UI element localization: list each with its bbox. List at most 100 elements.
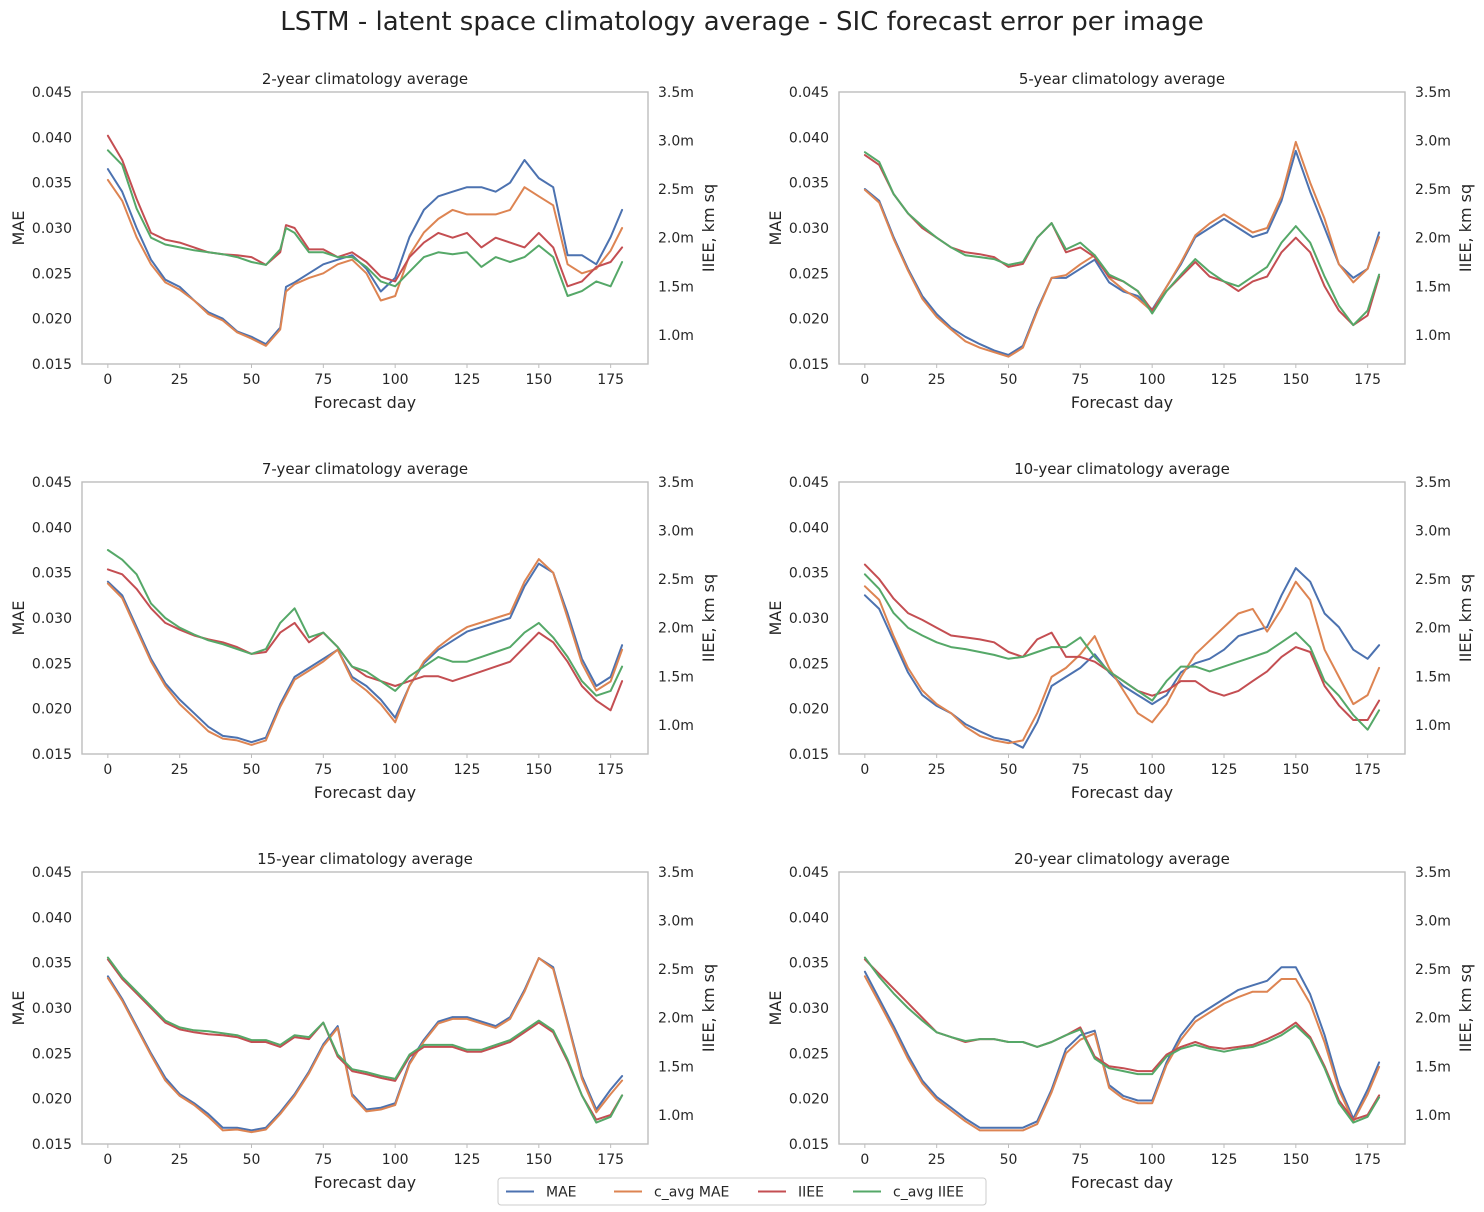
x-tick-label: 25: [171, 372, 189, 388]
y-tick-label: 0.040: [32, 130, 72, 146]
legend: MAE c_avg MAE IIEE c_avg IIEE: [497, 1177, 987, 1206]
y-tick-label: 0.035: [32, 956, 72, 972]
plot-frame: [81, 871, 649, 1145]
x-tick-label: 175: [597, 372, 624, 388]
x-tick-label: 100: [382, 1152, 409, 1168]
y-tick-label: 0.015: [789, 747, 829, 763]
subplot-1: 2-year climatology average 0 25 50 75 100 125 1…: [9, 70, 718, 412]
subplot-2: 5-year climatology average 0 25 50 75 100 125 1…: [766, 70, 1475, 412]
y-axis-label: MAE: [766, 601, 785, 636]
y2-tick-label: 1.0m: [1415, 1108, 1451, 1124]
x-tick-label: 150: [525, 762, 552, 778]
x-tick-label: 0: [103, 372, 112, 388]
x-tick-label: 125: [1211, 762, 1238, 778]
y2-tick-label: 1.0m: [658, 718, 694, 734]
y-tick-label: 0.045: [789, 865, 829, 881]
y-tick-label: 0.040: [32, 520, 72, 536]
y2-tick-label: 2.5m: [658, 182, 694, 198]
y-tick-label: 0.020: [32, 702, 72, 718]
x-tick-label: 50: [243, 372, 261, 388]
y-tick-label: 0.020: [789, 1092, 829, 1108]
subplot-title: 15-year climatology average: [257, 850, 473, 868]
y-tick-label: 0.035: [789, 566, 829, 582]
y-tick-label: 0.035: [32, 566, 72, 582]
x-tick-label: 75: [314, 1152, 332, 1168]
x-tick-label: 175: [1354, 762, 1381, 778]
y2-tick-label: 1.5m: [1415, 1059, 1451, 1075]
x-tick-label: 50: [1000, 762, 1018, 778]
x-tick-label: 25: [928, 372, 946, 388]
y2-tick-label: 3.5m: [1415, 475, 1451, 491]
y-axis-label: MAE: [9, 211, 28, 246]
x-tick-label: 150: [1282, 1152, 1309, 1168]
x-tick-label: 125: [1211, 372, 1238, 388]
x-tick-label: 50: [1000, 1152, 1018, 1168]
y-tick-label: 0.020: [32, 1092, 72, 1108]
x-tick-label: 0: [103, 762, 112, 778]
y2-tick-label: 3.0m: [658, 524, 694, 540]
x-tick-label: 100: [382, 762, 409, 778]
y2-tick-label: 1.0m: [1415, 718, 1451, 734]
y-tick-label: 0.040: [789, 130, 829, 146]
subplot-title: 5-year climatology average: [1019, 70, 1225, 88]
legend-label-c-avg-iiee: c_avg IIEE: [893, 1185, 964, 1201]
legend-label-c-avg-mae: c_avg MAE: [654, 1185, 729, 1201]
x-tick-label: 100: [382, 372, 409, 388]
y-tick-label: 0.035: [32, 176, 72, 192]
series-line-iiee: [106, 958, 624, 1121]
y2-tick-label: 1.0m: [658, 1108, 694, 1124]
subplot-4: 10-year climatology average 0 25 50 75 100 125…: [766, 460, 1475, 802]
y2-axis-label: IIEE, km sq: [699, 184, 718, 272]
y2-tick-label: 3.5m: [658, 475, 694, 491]
series-line-c-avg-mae: [863, 140, 1381, 358]
y-tick-label: 0.025: [789, 656, 829, 672]
y2-axis-label: IIEE, km sq: [1456, 964, 1475, 1052]
x-tick-label: 0: [860, 1152, 869, 1168]
x-tick-label: 50: [243, 1152, 261, 1168]
series-line-mae: [863, 149, 1381, 356]
x-axis-label: Forecast day: [1071, 393, 1173, 412]
y2-tick-label: 2.0m: [1415, 231, 1451, 247]
x-axis-label: Forecast day: [314, 783, 416, 802]
y-tick-label: 0.040: [789, 520, 829, 536]
series-line-c-avg-iiee: [106, 956, 624, 1124]
y-tick-label: 0.045: [32, 865, 72, 881]
y2-tick-label: 3.5m: [1415, 865, 1451, 881]
y-tick-label: 0.035: [789, 176, 829, 192]
y2-tick-label: 3.5m: [658, 865, 694, 881]
x-tick-label: 0: [860, 762, 869, 778]
subplot-title: 7-year climatology average: [262, 460, 468, 478]
plot-frame: [81, 91, 649, 365]
x-tick-label: 75: [1071, 762, 1089, 778]
x-tick-label: 175: [597, 762, 624, 778]
figure-title: LSTM - latent space climatology average …: [280, 7, 1203, 37]
y-tick-label: 0.030: [789, 221, 829, 237]
y2-tick-label: 2.5m: [1415, 182, 1451, 198]
legend-frame: [497, 1177, 987, 1206]
y-tick-label: 0.045: [789, 85, 829, 101]
x-tick-label: 50: [243, 762, 261, 778]
y2-tick-label: 1.5m: [658, 669, 694, 685]
y2-tick-label: 3.0m: [658, 134, 694, 150]
y2-axis-label: IIEE, km sq: [699, 964, 718, 1052]
x-tick-label: 100: [1139, 1152, 1166, 1168]
y2-tick-label: 1.5m: [1415, 669, 1451, 685]
x-tick-label: 50: [1000, 372, 1018, 388]
y2-tick-label: 1.5m: [1415, 279, 1451, 295]
y-axis-label: MAE: [766, 211, 785, 246]
x-tick-label: 100: [1139, 372, 1166, 388]
y-tick-label: 0.025: [32, 1046, 72, 1062]
y2-tick-label: 3.0m: [1415, 134, 1451, 150]
y2-axis-label: IIEE, km sq: [699, 574, 718, 662]
y-tick-label: 0.015: [789, 357, 829, 373]
x-tick-label: 75: [1071, 372, 1089, 388]
y-tick-label: 0.025: [32, 656, 72, 672]
plot-frame: [81, 481, 649, 755]
y-tick-label: 0.030: [32, 221, 72, 237]
plot-frame: [838, 91, 1406, 365]
y2-axis-label: IIEE, km sq: [1456, 184, 1475, 272]
x-tick-label: 150: [1282, 372, 1309, 388]
y-tick-label: 0.045: [789, 475, 829, 491]
plot-frame: [838, 481, 1406, 755]
